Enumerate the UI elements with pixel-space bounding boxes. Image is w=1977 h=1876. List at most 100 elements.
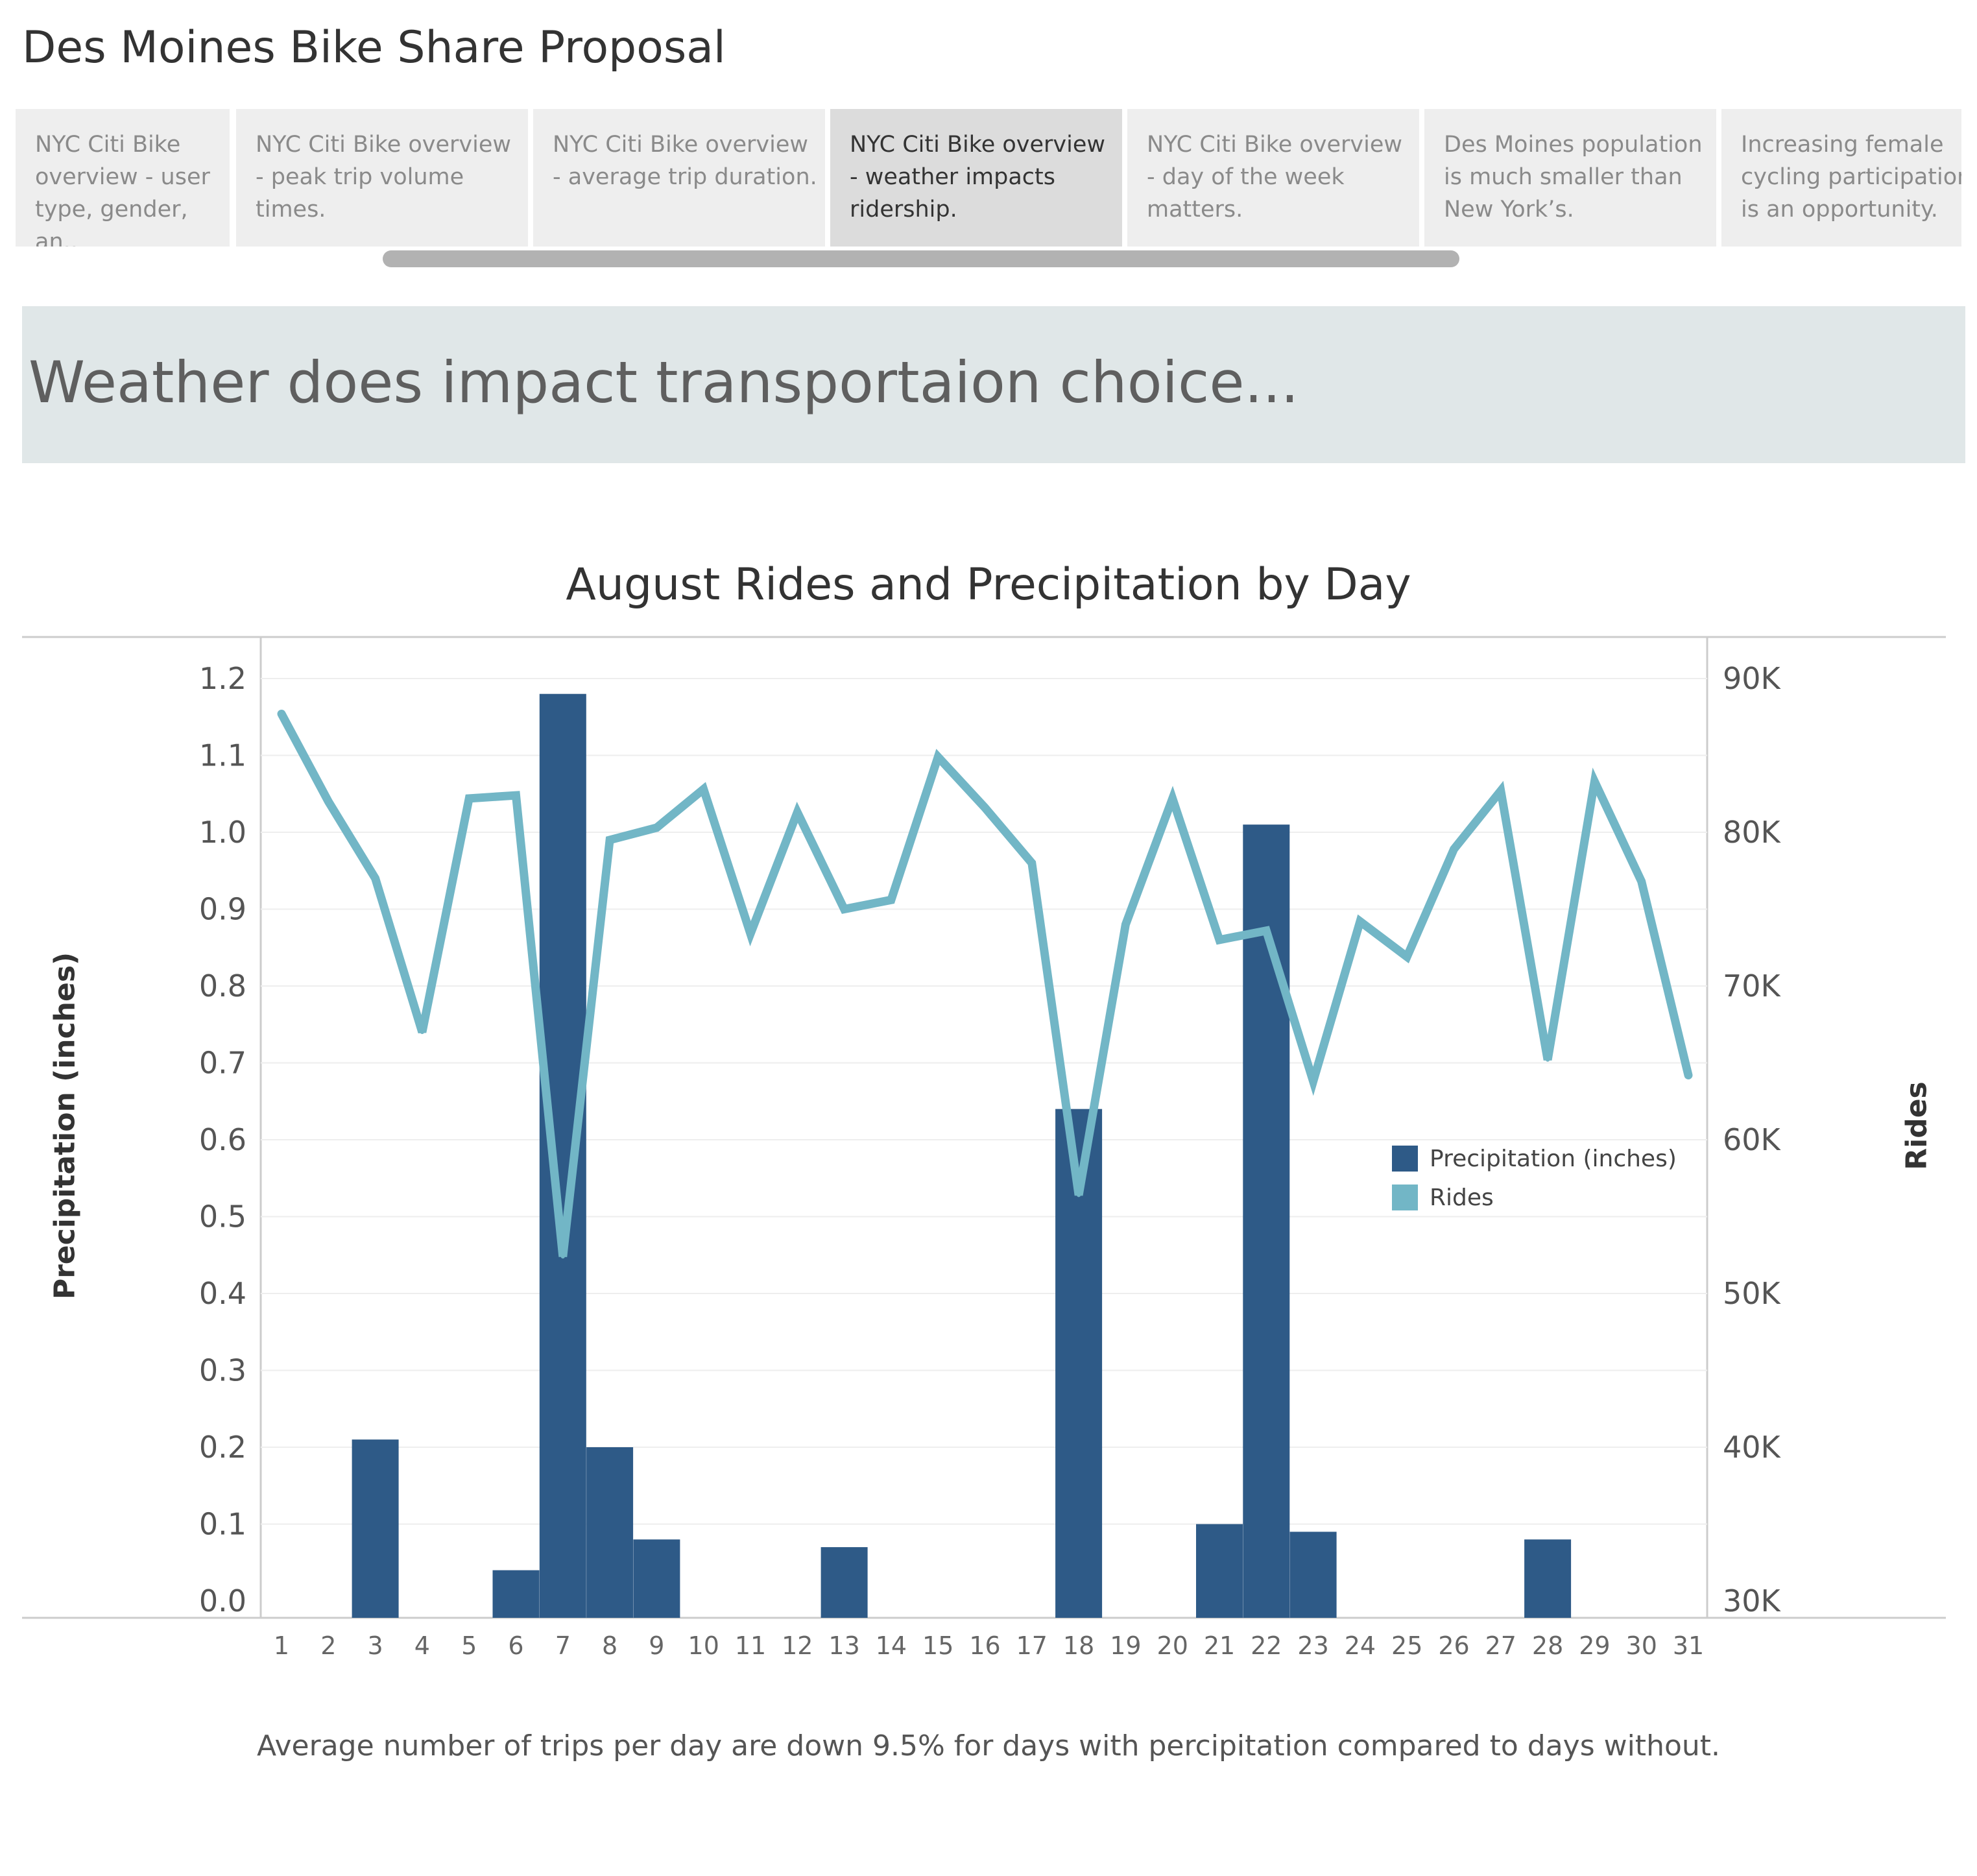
story-point-label: NYC Citi Bike overview - day of the week…	[1147, 132, 1403, 222]
x-tick-label: 15	[922, 1631, 953, 1660]
rides-point	[280, 712, 283, 716]
precipitation-bar	[1196, 1524, 1243, 1618]
x-tick-label: 16	[969, 1631, 1000, 1660]
x-tick-label: 7	[555, 1631, 571, 1660]
y-tick-label-left: 0.0	[199, 1583, 246, 1618]
story-point-des-moines-population[interactable]: Des Moines population is much smaller th…	[1424, 109, 1716, 247]
precipitation-bar	[1243, 824, 1290, 1618]
story-point-label: NYC Citi Bike overview - user type, gend…	[35, 132, 210, 247]
rides-point	[1029, 861, 1034, 865]
x-tick-label: 29	[1579, 1631, 1610, 1660]
rides-point	[1170, 796, 1175, 800]
precipitation-bar	[1289, 1532, 1337, 1618]
rides-point	[1264, 928, 1269, 933]
rides-point	[1639, 879, 1644, 884]
x-tick-label: 5	[461, 1631, 477, 1660]
y-axis-title-right: Rides	[1900, 1081, 1934, 1170]
y-tick-label-left: 1.2	[199, 661, 246, 696]
rides-point	[1123, 922, 1128, 927]
rides-point	[936, 754, 941, 759]
rides-point	[889, 898, 893, 902]
rides-point	[654, 825, 659, 830]
y-axis-title-left: Precipitation (inches)	[48, 952, 82, 1300]
rides-point	[420, 1030, 424, 1035]
y-tick-label-left: 0.8	[199, 968, 246, 1004]
precipitation-bar	[539, 693, 586, 1618]
x-tick-label: 19	[1110, 1631, 1141, 1660]
y-tick-label-left: 0.3	[199, 1353, 246, 1388]
story-point-label: NYC Citi Bike overview - weather impacts…	[850, 132, 1106, 222]
rides-point	[842, 907, 846, 911]
x-tick-label: 28	[1532, 1631, 1563, 1660]
y-tick-label-left: 0.5	[199, 1199, 246, 1234]
legend-label-rides: Rides	[1430, 1184, 1494, 1211]
rides-point	[326, 799, 331, 804]
story-point-label: Des Moines population is much smaller th…	[1444, 132, 1703, 222]
chart-legend: Precipitation (inches) Rides	[1392, 1139, 1677, 1217]
y-tick-label-left: 0.6	[199, 1122, 246, 1157]
rides-point	[560, 1255, 565, 1259]
rides-point	[795, 810, 800, 815]
y-tick-label-left: 0.4	[199, 1276, 246, 1311]
precipitation-bar	[821, 1547, 868, 1618]
legend-item-rides[interactable]: Rides	[1392, 1178, 1677, 1217]
rides-point	[1405, 954, 1409, 959]
story-scrollbar[interactable]	[383, 250, 1459, 267]
legend-item-precipitation[interactable]: Precipitation (inches)	[1392, 1139, 1677, 1178]
x-tick-label: 12	[782, 1631, 813, 1660]
y-tick-label-left: 1.0	[199, 815, 246, 850]
y-tick-label-right: 90K	[1723, 661, 1782, 696]
y-tick-label-left: 0.1	[199, 1507, 246, 1542]
story-point-weather[interactable]: NYC Citi Bike overview - weather impacts…	[830, 109, 1122, 247]
x-tick-label: 13	[828, 1631, 859, 1660]
x-tick-label: 30	[1626, 1631, 1657, 1660]
rides-point	[749, 932, 752, 936]
rides-point	[701, 787, 706, 791]
rides-point	[1686, 1073, 1690, 1077]
story-navigator: NYC Citi Bike overview - user type, gend…	[16, 109, 1961, 266]
rides-point	[1217, 937, 1221, 942]
x-tick-label: 24	[1345, 1631, 1376, 1660]
story-point-user-type[interactable]: NYC Citi Bike overview - user type, gend…	[16, 109, 230, 247]
x-tick-label: 21	[1204, 1631, 1235, 1660]
rides-point	[1546, 1057, 1550, 1062]
y-tick-label-right: 80K	[1723, 815, 1782, 850]
x-tick-label: 18	[1063, 1631, 1094, 1660]
story-point-female-cycling[interactable]: Increasing female cycling participation …	[1721, 109, 1961, 247]
chart-title: August Rides and Precipitation by Day	[566, 559, 1411, 610]
caption-text: Weather does impact transportaion choice…	[29, 349, 1299, 416]
rides-point	[1311, 1079, 1315, 1083]
precipitation-bar	[352, 1439, 399, 1618]
story-point-peak-times[interactable]: NYC Citi Bike overview - peak trip volum…	[236, 109, 528, 247]
story-point-label: NYC Citi Bike overview - peak trip volum…	[256, 132, 512, 222]
x-tick-label: 6	[508, 1631, 523, 1660]
rides-point	[1452, 847, 1456, 852]
x-tick-label: 25	[1391, 1631, 1422, 1660]
rides-point	[608, 837, 612, 842]
story-point-label: NYC Citi Bike overview - average trip du…	[553, 132, 817, 190]
story-point-day-of-week[interactable]: NYC Citi Bike overview - day of the week…	[1127, 109, 1419, 247]
x-tick-label: 1	[274, 1631, 289, 1660]
x-tick-label: 11	[735, 1631, 766, 1660]
precipitation-bar	[586, 1447, 634, 1618]
chart-footnote: Average number of trips per day are down…	[256, 1729, 1720, 1762]
x-tick-label: 20	[1157, 1631, 1188, 1660]
rides-point	[1358, 919, 1362, 924]
rides-point	[1592, 779, 1597, 784]
x-tick-label: 3	[368, 1631, 383, 1660]
precipitation-bar	[492, 1570, 540, 1618]
rides-point	[983, 806, 987, 810]
story-point-trip-duration[interactable]: NYC Citi Bike overview - average trip du…	[533, 109, 825, 247]
x-tick-label: 23	[1297, 1631, 1328, 1660]
y-tick-label-right: 70K	[1723, 968, 1782, 1004]
x-tick-label: 8	[602, 1631, 617, 1660]
x-tick-label: 31	[1673, 1631, 1704, 1660]
precipitation-bar	[633, 1539, 680, 1618]
caption-box: Weather does impact transportaion choice…	[22, 306, 1965, 463]
y-tick-label-right: 40K	[1723, 1430, 1782, 1465]
story-point-label: Increasing female cycling participation …	[1741, 132, 1961, 222]
rides-point	[514, 793, 518, 798]
legend-swatch-precipitation	[1392, 1146, 1418, 1172]
x-tick-label: 9	[649, 1631, 664, 1660]
